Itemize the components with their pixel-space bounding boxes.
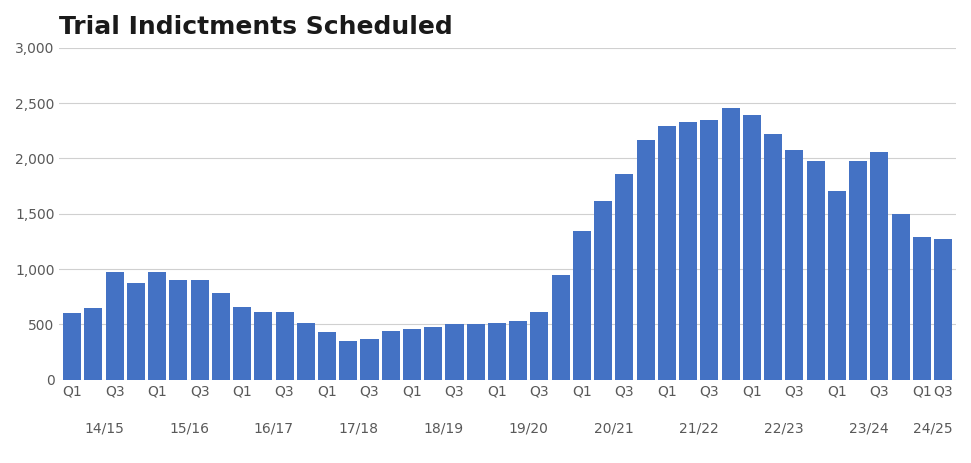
Bar <box>148 272 166 380</box>
Bar <box>616 174 633 380</box>
Text: 19/20: 19/20 <box>509 421 549 435</box>
Bar <box>382 331 400 380</box>
Bar <box>743 115 761 380</box>
Bar <box>934 239 953 380</box>
Bar <box>339 341 357 380</box>
Bar <box>127 283 145 380</box>
Bar <box>403 329 421 380</box>
Bar <box>679 122 697 380</box>
Bar <box>233 307 251 380</box>
Bar <box>84 308 102 380</box>
Bar <box>424 326 442 380</box>
Bar <box>721 107 740 380</box>
Bar <box>488 323 506 380</box>
Bar <box>658 126 676 380</box>
Bar <box>637 140 654 380</box>
Bar <box>573 232 591 380</box>
Bar <box>360 339 379 380</box>
Bar <box>870 152 888 380</box>
Bar <box>891 214 910 380</box>
Text: Trial Indictments Scheduled: Trial Indictments Scheduled <box>59 15 453 39</box>
Text: 16/17: 16/17 <box>253 421 294 435</box>
Text: 20/21: 20/21 <box>594 421 634 435</box>
Bar <box>212 294 230 380</box>
Bar <box>828 191 846 380</box>
Text: 17/18: 17/18 <box>339 421 379 435</box>
Bar <box>700 120 719 380</box>
Bar <box>169 280 187 380</box>
Bar <box>807 161 824 380</box>
Text: 15/16: 15/16 <box>169 421 209 435</box>
Bar <box>63 313 82 380</box>
Text: 22/23: 22/23 <box>764 421 804 435</box>
Text: 23/24: 23/24 <box>849 421 888 435</box>
Bar <box>913 237 931 380</box>
Bar <box>552 275 570 380</box>
Bar <box>764 134 783 380</box>
Text: 21/22: 21/22 <box>679 421 719 435</box>
Bar <box>297 323 315 380</box>
Text: 14/15: 14/15 <box>84 421 124 435</box>
Bar <box>786 150 803 380</box>
Bar <box>530 312 549 380</box>
Bar <box>190 280 209 380</box>
Bar <box>318 332 336 380</box>
Bar <box>106 272 123 380</box>
Bar <box>509 321 527 380</box>
Bar <box>254 312 272 380</box>
Bar <box>849 161 867 380</box>
Bar <box>446 325 463 380</box>
Bar <box>594 200 612 380</box>
Bar <box>467 325 485 380</box>
Text: 18/19: 18/19 <box>423 421 464 435</box>
Text: 24/25: 24/25 <box>913 421 953 435</box>
Bar <box>276 312 293 380</box>
